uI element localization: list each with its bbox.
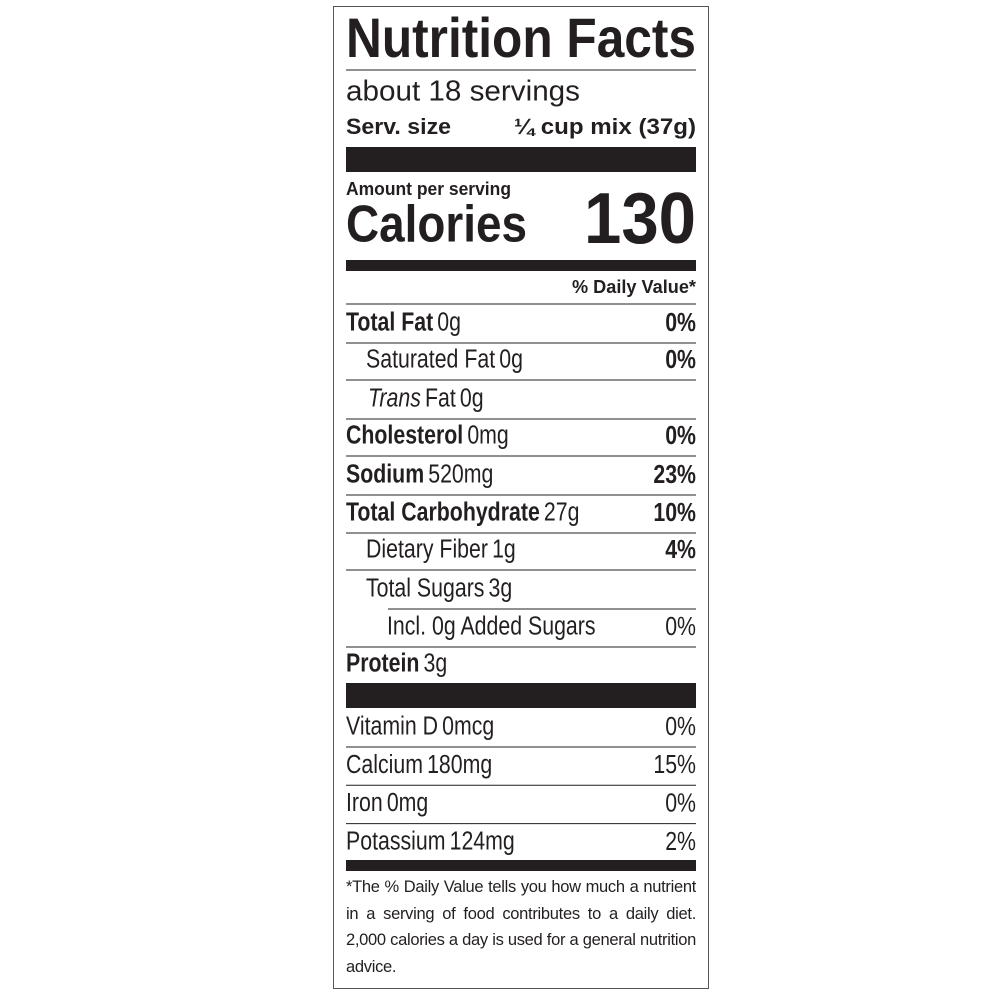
nutrient-amount: 0g bbox=[437, 308, 461, 338]
nutrient-name-italic: Trans bbox=[368, 384, 421, 414]
nutrient-amount: 0mg bbox=[467, 421, 508, 451]
nutrient-amount: 124mg bbox=[450, 827, 515, 857]
nutrient-name: Sodium bbox=[346, 460, 424, 490]
nutrient-text: Trans Fat 0g bbox=[368, 384, 484, 414]
nutrient-text: Sodium 520mg bbox=[346, 460, 493, 490]
nutrient-name: Saturated Fat bbox=[366, 345, 495, 375]
nutrient-amount: 180mg bbox=[427, 750, 492, 780]
daily-value: 0% bbox=[665, 345, 696, 375]
thick-bar bbox=[346, 860, 696, 871]
nutrient-amount: 0mg bbox=[387, 789, 428, 819]
thick-bar bbox=[346, 147, 696, 172]
daily-value: 2% bbox=[665, 827, 696, 857]
nutrient-text: Total Fat 0g bbox=[346, 308, 461, 338]
nutrient-amount: 520mg bbox=[428, 460, 493, 490]
daily-value-header: % Daily Value* bbox=[572, 277, 696, 297]
thick-bar bbox=[346, 683, 696, 708]
nutrient-text: Vitamin D 0mcg bbox=[346, 712, 494, 742]
nutrient-text: Total Sugars 3g bbox=[366, 574, 512, 604]
nutrient-text: Cholesterol 0mg bbox=[346, 421, 509, 451]
nutrient-name: Total Sugars bbox=[366, 574, 485, 604]
calories-value: 130 bbox=[584, 179, 696, 259]
nutrient-name: Fat bbox=[425, 384, 456, 414]
nutrient-name: Potassium bbox=[346, 827, 445, 857]
nutrient-text: Iron 0mg bbox=[346, 789, 428, 819]
nutrient-name: Total Carbohydrate bbox=[346, 498, 540, 528]
nutrient-amount: 0g bbox=[499, 345, 523, 375]
nutrient-name: Iron bbox=[346, 789, 383, 819]
footnote: *The % Daily Value tells you how much a … bbox=[346, 878, 696, 976]
thick-bar bbox=[346, 260, 696, 271]
nutrient-name: Vitamin D bbox=[346, 712, 438, 742]
nutrient-text: Total Carbohydrate 27g bbox=[346, 498, 579, 528]
nutrient-name: Incl. 0g Added Sugars bbox=[387, 612, 596, 642]
amount-per-serving: Amount per serving bbox=[346, 179, 511, 199]
nutrient-name: Calcium bbox=[346, 750, 423, 780]
nutrient-name: Total Fat bbox=[346, 308, 433, 338]
nutrient-name: Cholesterol bbox=[346, 421, 463, 451]
title: Nutrition Facts bbox=[346, 6, 696, 69]
nutrient-amount: 0g bbox=[460, 384, 484, 414]
daily-value: 15% bbox=[653, 750, 696, 780]
daily-value: 0% bbox=[665, 421, 696, 451]
nutrient-text: Dietary Fiber 1g bbox=[366, 535, 516, 565]
daily-value: 0% bbox=[665, 789, 696, 819]
nutrient-amount: 27g bbox=[544, 498, 580, 528]
daily-value: 10% bbox=[653, 498, 696, 528]
nutrient-text: Saturated Fat 0g bbox=[366, 345, 523, 375]
serving-size-value: ¼ cup mix (37g) bbox=[514, 114, 696, 139]
daily-value: 0% bbox=[665, 612, 696, 642]
nutrient-text: Calcium 180mg bbox=[346, 750, 492, 780]
nutrient-text: Protein 3g bbox=[346, 649, 447, 679]
daily-value: 4% bbox=[665, 535, 696, 565]
nutrient-amount: 3g bbox=[424, 649, 448, 679]
daily-value: 23% bbox=[653, 460, 696, 490]
servings: about 18 servings bbox=[346, 76, 580, 108]
daily-value: 0% bbox=[665, 712, 696, 742]
nutrient-amount: 0mcg bbox=[442, 712, 494, 742]
daily-value: 0% bbox=[665, 308, 696, 338]
nutrient-name: Protein bbox=[346, 649, 419, 679]
nutrient-amount: 1g bbox=[492, 535, 516, 565]
calories-label: Calories bbox=[346, 196, 527, 254]
nutrient-text: Incl. 0g Added Sugars bbox=[387, 612, 596, 642]
nutrient-amount: 3g bbox=[489, 574, 513, 604]
nutrient-text: Potassium 124mg bbox=[346, 827, 515, 857]
footnote-box: *The % Daily Value tells you how much a … bbox=[346, 878, 696, 976]
nutrient-name: Dietary Fiber bbox=[366, 535, 488, 565]
serving-size-label: Serv. size bbox=[346, 114, 451, 139]
